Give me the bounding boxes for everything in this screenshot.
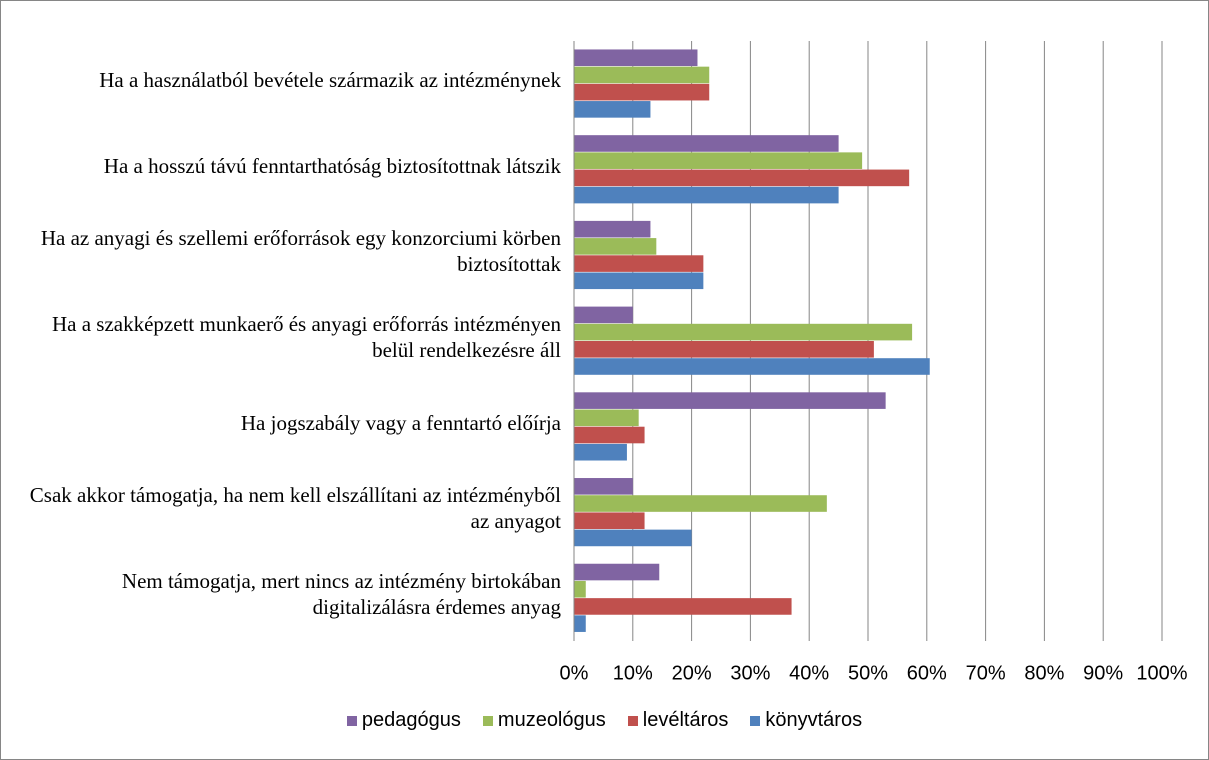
legend-swatch — [750, 715, 761, 726]
bar — [574, 358, 930, 375]
category-label: Ha a használatból bevétele származik az … — [99, 67, 561, 92]
x-tick-label: 80% — [1024, 662, 1064, 684]
bar — [574, 443, 627, 461]
legend-swatch — [627, 715, 638, 726]
bar — [574, 341, 874, 358]
x-tick-label: 90% — [1083, 662, 1123, 684]
x-tick-label: 60% — [907, 662, 947, 684]
bar — [574, 135, 839, 152]
category-label: Ha a szakképzett munkaerő és anyagi erőf… — [51, 312, 561, 362]
legend-label: pedagógus — [361, 709, 461, 731]
bar — [574, 49, 698, 67]
bar — [574, 272, 704, 290]
x-tick-label: 50% — [848, 662, 888, 684]
x-tick-label: 100% — [1136, 662, 1187, 684]
bar — [574, 580, 586, 598]
category-label: Ha jogszabály vagy a fenntartó előírja — [240, 410, 561, 435]
category-label: Ha a hosszú távú fenntarthatóság biztosí… — [103, 153, 561, 178]
bar — [574, 83, 710, 101]
bar — [574, 478, 633, 495]
x-tick-label: 40% — [789, 662, 829, 684]
bar — [574, 101, 651, 118]
bar — [574, 152, 863, 169]
x-tick-label: 70% — [966, 662, 1006, 684]
bar — [574, 563, 660, 581]
legend-swatch — [482, 715, 493, 726]
bar — [574, 426, 645, 444]
legend-label: muzeológus — [497, 709, 606, 731]
bar — [574, 529, 692, 547]
bar — [574, 238, 657, 255]
x-tick-label: 0% — [560, 662, 589, 684]
bar — [574, 495, 827, 512]
legend-label: könyvtáros — [765, 709, 863, 731]
legend-item: muzeológus — [482, 709, 606, 732]
legend-item: pedagógus — [346, 709, 461, 732]
x-tick-label: 10% — [613, 662, 653, 684]
bar — [574, 392, 886, 409]
legend-swatch — [346, 715, 357, 726]
legend-item: könyvtáros — [750, 709, 862, 732]
legend: pedagógus muzeológus levéltáros könyvtáros — [1, 709, 1208, 732]
bar — [574, 186, 839, 204]
bar — [574, 323, 913, 341]
bar — [574, 66, 710, 84]
category-label: Ha az anyagi és szellemi erőforrások egy… — [40, 226, 561, 277]
bar — [574, 255, 704, 272]
legend-label: levéltáros — [642, 709, 729, 731]
legend-item: levéltáros — [627, 709, 729, 732]
bar — [574, 169, 910, 187]
bar — [574, 598, 792, 615]
x-tick-label: 20% — [672, 662, 712, 684]
x-tick-label: 30% — [730, 662, 770, 684]
bar — [574, 409, 639, 427]
bar — [574, 615, 586, 632]
category-label: Nem támogatja, mert nincs az intézmény b… — [121, 569, 561, 620]
bar — [574, 512, 645, 530]
category-label: Csak akkor támogatja, ha nem kell elszál… — [29, 483, 561, 534]
bar — [574, 220, 651, 238]
bar — [574, 306, 633, 324]
